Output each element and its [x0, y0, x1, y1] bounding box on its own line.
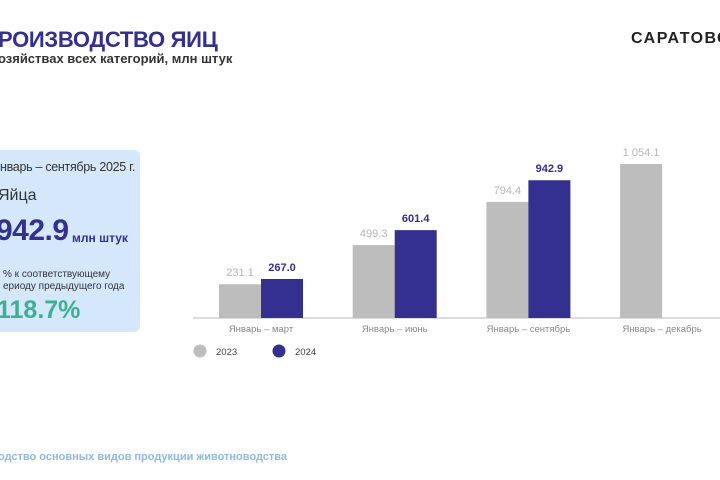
summary-card: нварь – сентябрь 2025 г. Яйца 942.9 млн …: [0, 150, 140, 332]
data-label-2024: 267.0: [268, 262, 296, 274]
card-comparison: % к соответствующему ериоду предыдущего …: [3, 269, 124, 293]
legend-label-2023: 2023: [216, 347, 237, 358]
card-product: Яйца: [0, 187, 37, 204]
bar-2023: [486, 201, 529, 318]
card-value: 942.9: [0, 214, 69, 247]
bar-2024: [261, 278, 303, 318]
card-period: нварь – сентябрь 2025 г.: [0, 160, 135, 174]
footer-link[interactable]: одство основных видов продукции животнов…: [0, 451, 288, 463]
data-label-2023: 794.4: [494, 185, 522, 197]
data-label-2023: 1 054.1: [623, 147, 660, 159]
data-label-2024: 942.9: [536, 163, 564, 175]
logo: САРАТОВС: [631, 30, 720, 47]
card-comparison-line1: % к соответствующему: [3, 269, 111, 280]
x-tick-label: Январь – декабрь: [622, 324, 701, 335]
bar-2023: [219, 284, 261, 318]
page-title: РОИЗВОДСТВО ЯИЦ: [0, 27, 218, 52]
legend-label-2024: 2024: [295, 347, 316, 358]
bar-2024: [528, 180, 571, 318]
bar-2023: [620, 164, 663, 318]
x-tick-label: Январь – март: [229, 324, 294, 335]
data-label-2023: 499.3: [360, 228, 388, 240]
x-tick-label: Январь – сентябрь: [487, 324, 571, 335]
x-tick-label: Январь – июнь: [362, 324, 428, 335]
card-percent: 118.7%: [0, 296, 81, 324]
bar-2024: [394, 230, 437, 318]
data-label-2024: 601.4: [402, 213, 430, 225]
card-unit: млн штук: [72, 231, 128, 245]
legend-marker-2024: [272, 344, 286, 358]
legend-marker-2023: [193, 344, 207, 358]
bar-2023: [352, 245, 395, 318]
data-label-2023: 231.1: [226, 267, 254, 279]
card-comparison-line2: ериоду предыдущего года: [3, 281, 125, 292]
page-subtitle: озяйствах всех категорий, млн штук: [0, 51, 233, 66]
